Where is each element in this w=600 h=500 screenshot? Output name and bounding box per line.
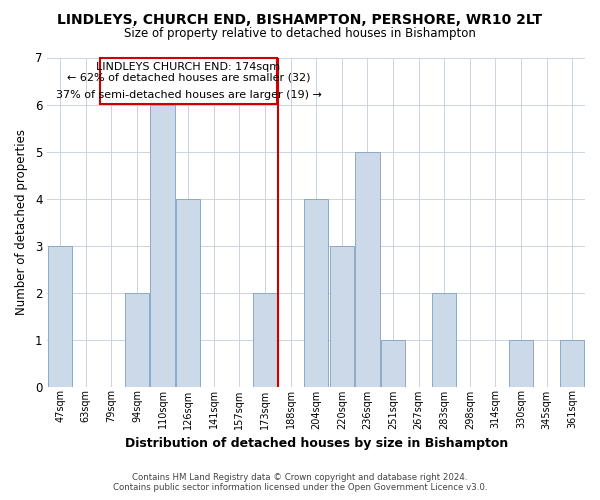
X-axis label: Distribution of detached houses by size in Bishampton: Distribution of detached houses by size … xyxy=(125,437,508,450)
Text: Contains HM Land Registry data © Crown copyright and database right 2024.
Contai: Contains HM Land Registry data © Crown c… xyxy=(113,473,487,492)
Text: LINDLEYS, CHURCH END, BISHAMPTON, PERSHORE, WR10 2LT: LINDLEYS, CHURCH END, BISHAMPTON, PERSHO… xyxy=(58,12,542,26)
Text: LINDLEYS CHURCH END: 174sqm: LINDLEYS CHURCH END: 174sqm xyxy=(97,62,281,72)
Bar xyxy=(176,198,200,386)
Bar xyxy=(355,152,380,386)
Bar xyxy=(381,340,405,386)
Bar xyxy=(329,246,354,386)
Bar xyxy=(48,246,72,386)
Bar xyxy=(560,340,584,386)
Text: 37% of semi-detached houses are larger (19) →: 37% of semi-detached houses are larger (… xyxy=(56,90,322,101)
FancyBboxPatch shape xyxy=(100,58,277,104)
Bar xyxy=(125,292,149,386)
Text: Size of property relative to detached houses in Bishampton: Size of property relative to detached ho… xyxy=(124,28,476,40)
Bar xyxy=(509,340,533,386)
Bar xyxy=(151,104,175,386)
Bar xyxy=(432,292,457,386)
Bar xyxy=(304,198,328,386)
Text: ← 62% of detached houses are smaller (32): ← 62% of detached houses are smaller (32… xyxy=(67,72,310,83)
Bar xyxy=(253,292,277,386)
Y-axis label: Number of detached properties: Number of detached properties xyxy=(15,129,28,315)
